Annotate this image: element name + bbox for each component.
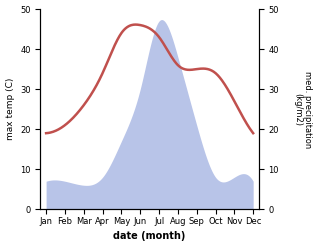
Y-axis label: med. precipitation
(kg/m2): med. precipitation (kg/m2)	[293, 71, 313, 148]
X-axis label: date (month): date (month)	[114, 231, 186, 242]
Y-axis label: max temp (C): max temp (C)	[5, 78, 15, 140]
